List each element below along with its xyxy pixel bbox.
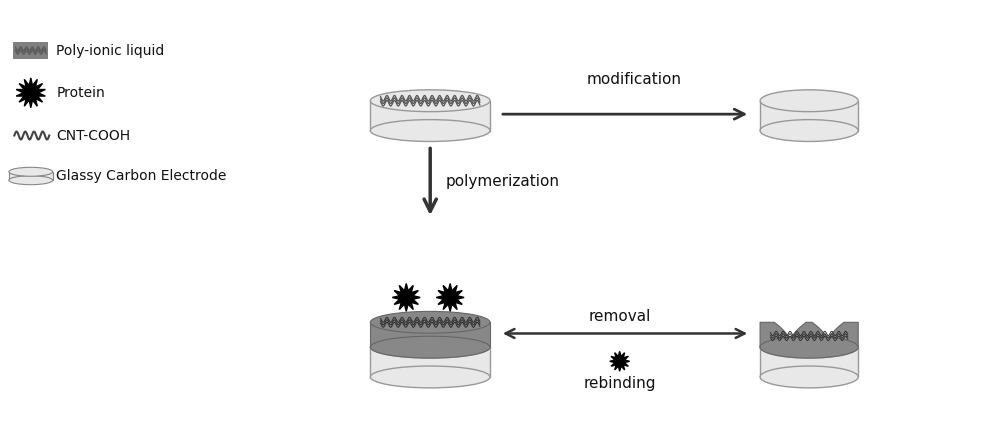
Ellipse shape (760, 90, 858, 112)
Ellipse shape (370, 336, 490, 358)
Ellipse shape (370, 90, 490, 112)
Ellipse shape (760, 336, 858, 358)
Polygon shape (610, 351, 630, 371)
Polygon shape (9, 172, 53, 180)
Ellipse shape (9, 167, 53, 176)
Polygon shape (760, 322, 858, 347)
Text: removal: removal (588, 309, 651, 323)
Ellipse shape (370, 336, 490, 358)
Text: rebinding: rebinding (583, 376, 656, 391)
Polygon shape (370, 347, 490, 377)
Ellipse shape (370, 311, 490, 333)
Polygon shape (16, 78, 45, 108)
Ellipse shape (370, 366, 490, 388)
Ellipse shape (370, 120, 490, 141)
Text: Poly-ionic liquid: Poly-ionic liquid (56, 43, 164, 58)
Polygon shape (370, 322, 490, 347)
Ellipse shape (9, 176, 53, 185)
Ellipse shape (760, 120, 858, 141)
Text: Glassy Carbon Electrode: Glassy Carbon Electrode (56, 169, 227, 183)
Polygon shape (436, 283, 464, 311)
Text: CNT-COOH: CNT-COOH (56, 129, 130, 142)
Text: Protein: Protein (56, 86, 105, 100)
FancyBboxPatch shape (13, 42, 48, 59)
Text: polymerization: polymerization (445, 174, 559, 189)
Text: modification: modification (587, 72, 682, 87)
Ellipse shape (760, 336, 858, 358)
Ellipse shape (760, 366, 858, 388)
Polygon shape (392, 283, 420, 311)
Polygon shape (760, 347, 858, 377)
Polygon shape (370, 101, 490, 131)
Polygon shape (760, 101, 858, 131)
